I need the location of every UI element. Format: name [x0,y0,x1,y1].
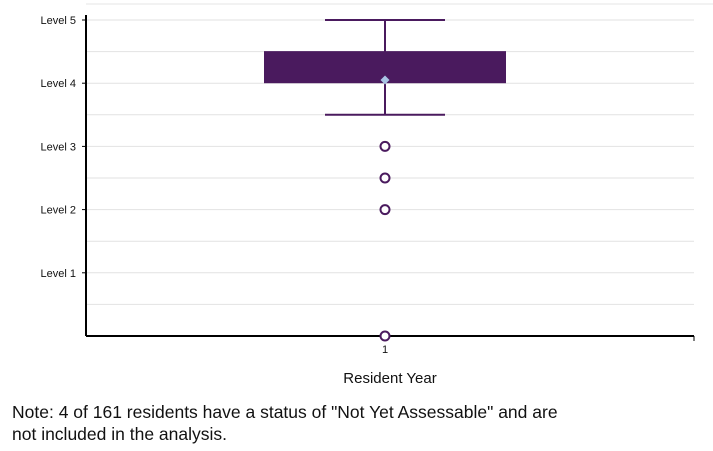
outlier-point [379,140,391,152]
x-tick-labels: 1 [382,344,388,356]
y-tick-label: Level 2 [41,205,76,217]
y-tick-label: Level 5 [41,15,76,27]
outlier-point [379,204,391,216]
outlier-point [379,172,391,184]
y-tick-label: Level 1 [41,268,76,280]
mean-marker [380,75,390,85]
box-plot-chart: Level 1 Level 2 Level 3 Level 4 Level 5 1 Re… [41,3,713,387]
y-tick-label: Level 3 [41,141,76,153]
y-tick-label: Level 4 [41,78,76,90]
x-tick-label: 1 [382,344,388,356]
boxes [264,19,506,342]
outlier-point [379,330,391,342]
y-tick-labels: Level 1 Level 2 Level 3 Level 4 Level 5 [41,15,76,280]
note-text: Note: 4 of 161 residents have a status o… [12,402,558,444]
x-axis-label: Resident Year [343,370,436,387]
